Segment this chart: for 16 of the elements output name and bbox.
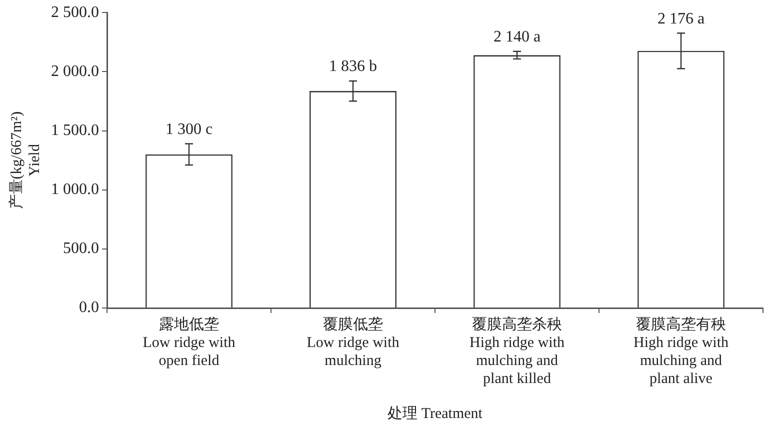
x-tick-label: 覆膜高垄杀秧 High ridge with mulching and plant killed xyxy=(470,316,565,387)
data-label: 2 140 a xyxy=(493,28,541,46)
x-tick-label: 覆膜高垄有秧 High ridge with mulching and plant alive xyxy=(634,316,729,387)
data-label: 2 176 a xyxy=(657,10,705,28)
y-tick-label: 1 000.0 xyxy=(51,181,99,198)
y-tick-label: 0.0 xyxy=(79,299,99,316)
x-tick-label: 覆膜低垄 Low ridge with mulching xyxy=(306,316,400,369)
y-tick-label: 2 500.0 xyxy=(51,4,99,21)
y-tick-label: 1 500.0 xyxy=(51,122,99,139)
y-axis-title: 产量(kg/667m²) Yield xyxy=(8,111,43,210)
x-axis-title: 处理 Treatment xyxy=(388,404,484,422)
x-tick-label: 露地低垄 Low ridge with open field xyxy=(142,316,236,369)
data-label: 1 300 c xyxy=(165,120,213,138)
y-tick-label: 500.0 xyxy=(63,240,99,258)
data-label: 1 836 b xyxy=(329,58,377,76)
y-tick-label: 2 000.0 xyxy=(51,62,99,80)
